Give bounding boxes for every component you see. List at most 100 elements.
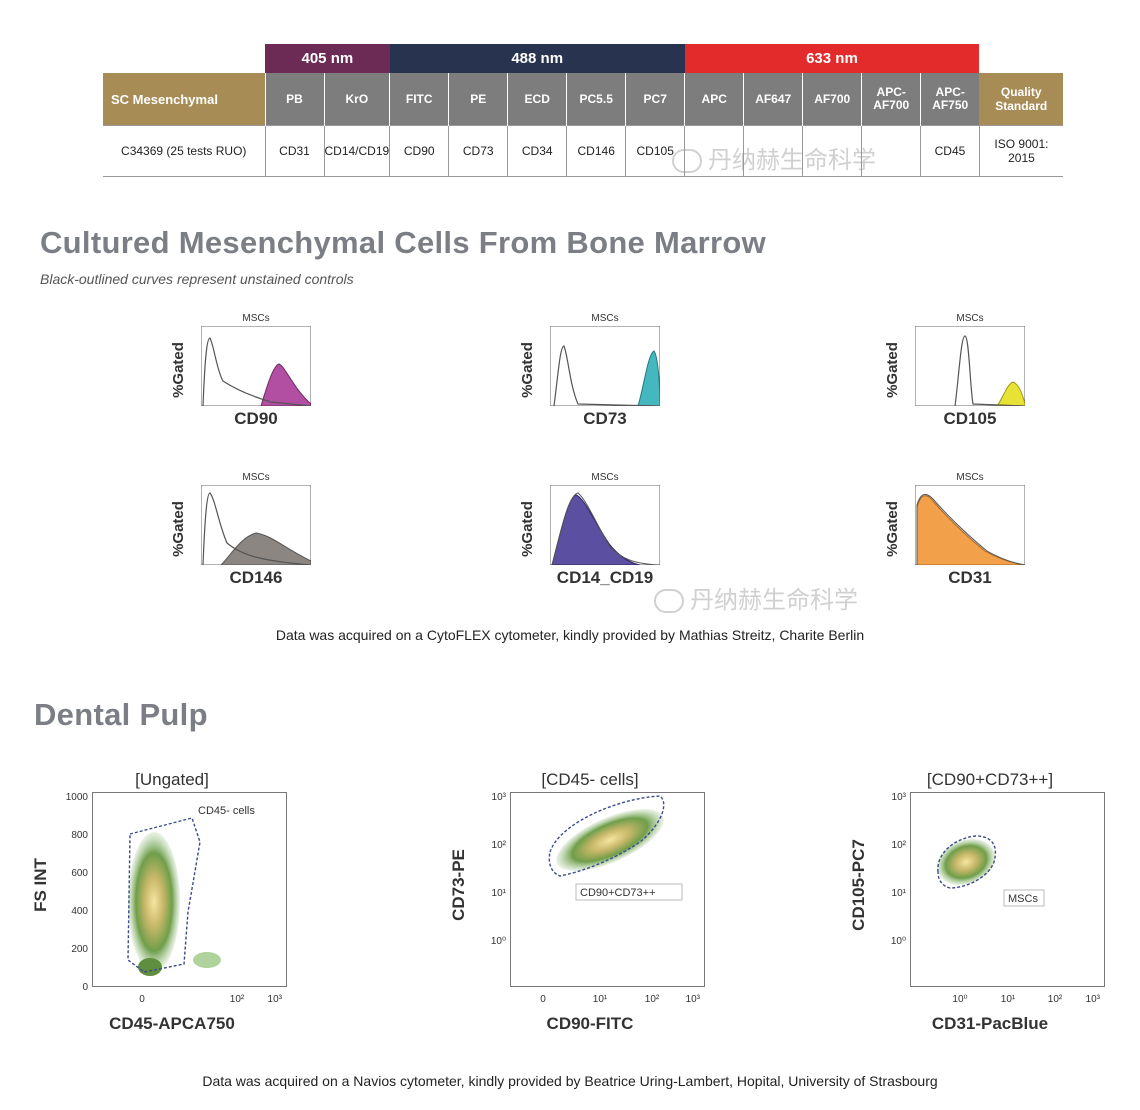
laser-633: 633 nm xyxy=(684,44,980,73)
histogram-cd90: MSCs %Gated CD90 xyxy=(163,313,323,443)
x-axis-label: CD146 xyxy=(229,568,283,587)
svg-text:%Gated: %Gated xyxy=(884,342,901,398)
marker-cell xyxy=(802,125,863,177)
panel-title: MSCs xyxy=(242,472,270,483)
laser-488: 488 nm xyxy=(389,44,685,73)
svg-text:10²: 10² xyxy=(492,840,507,851)
credit-text: Data was acquired on a CytoFLEX cytomete… xyxy=(275,627,865,643)
wechat-icon xyxy=(672,149,702,173)
y-axis-label: %Gated xyxy=(519,342,536,398)
marker-cell xyxy=(861,125,922,177)
histogram-plot xyxy=(201,485,311,565)
svg-text:%Gated: %Gated xyxy=(170,501,187,557)
y-ticks: 10³ 10² 10¹ 10⁰ xyxy=(891,792,907,947)
histogram-cd105: MSCs %Gated CD105 xyxy=(877,313,1037,443)
y-axis-label: CD105-PC7 xyxy=(849,839,868,931)
header-row: SC Mesenchymal PB KrO FITC PE ECD PC5.5 … xyxy=(103,73,1064,126)
svg-text:10²: 10² xyxy=(645,994,660,1005)
x-ticks: 0 10¹ 10² 10³ xyxy=(540,994,701,1005)
histogram-plot xyxy=(550,326,660,406)
x-axis-label: CD73 xyxy=(583,409,627,428)
marker-cell: CD105 xyxy=(625,125,686,177)
y-axis-label: %Gated xyxy=(170,342,187,398)
fluor-header: PC5.5 xyxy=(566,73,626,126)
svg-text:800: 800 xyxy=(71,830,88,841)
fluor-header: APC-AF750 xyxy=(920,73,980,126)
y-axis-label: %Gated xyxy=(519,501,536,557)
marker-cell xyxy=(743,125,804,177)
fluor-header: AF700 xyxy=(802,73,862,126)
histogram-cd73: MSCs %Gated CD73 xyxy=(512,313,672,443)
panel-title: MSCs xyxy=(591,472,619,483)
dot-plot-msc-gate: [CD90+CD73++] CD105-PC7 10³ 10² 10¹ 10⁰ … xyxy=(840,770,1105,1033)
svg-text:CD90+CD73++: CD90+CD73++ xyxy=(580,887,656,899)
svg-text:10³: 10³ xyxy=(1086,994,1101,1005)
panel-table: 405 nm 488 nm 633 nm SC Mesenchymal PB K… xyxy=(103,44,1064,177)
panel-title: MSCs xyxy=(956,313,984,324)
svg-text:%Gated: %Gated xyxy=(170,342,187,398)
svg-text:10³: 10³ xyxy=(686,994,701,1005)
histogram-cd31: MSCs %Gated CD31 xyxy=(877,472,1037,602)
section-title: Cultured Mesenchymal Cells From Bone Mar… xyxy=(40,225,767,260)
marker-cell: CD14/CD19 xyxy=(323,125,391,177)
panel-title: MSCs xyxy=(242,313,270,324)
y-ticks: 1000 800 600 400 200 0 xyxy=(66,792,89,992)
credit-text: Data was acquired on a Navios cytometer,… xyxy=(202,1073,938,1089)
y-axis-label: FS INT xyxy=(31,857,50,911)
dot-plot-ungated: [Ungated] FS INT 1000 800 600 400 200 0 … xyxy=(22,770,287,1033)
marker-cell: CD45 xyxy=(920,125,980,177)
fluor-header: PB xyxy=(264,73,324,126)
svg-text:10¹: 10¹ xyxy=(892,888,907,899)
x-axis-label: CD31-PacBlue xyxy=(931,1014,1049,1033)
panel-title: MSCs xyxy=(591,313,619,324)
scatter-plot: CD90+CD73++ xyxy=(510,792,705,987)
x-ticks: 10⁰ 10¹ 10² 10³ xyxy=(952,994,1101,1005)
svg-text:%Gated: %Gated xyxy=(884,501,901,557)
svg-text:200: 200 xyxy=(71,944,88,955)
scatter-plot: CD45- cells xyxy=(92,792,287,987)
fluor-header: KrO xyxy=(323,73,390,126)
x-axis-label: CD90 xyxy=(234,409,278,428)
marker-cell: CD31 xyxy=(264,125,325,177)
svg-text:10²: 10² xyxy=(230,994,245,1005)
svg-text:CD73-PE: CD73-PE xyxy=(449,849,468,921)
y-axis-label: %Gated xyxy=(884,501,901,557)
fluor-header: AF647 xyxy=(743,73,803,126)
svg-text:CD45- cells: CD45- cells xyxy=(198,805,255,817)
svg-text:MSCs: MSCs xyxy=(1008,893,1038,905)
fluor-header: FITC xyxy=(389,73,449,126)
svg-text:400: 400 xyxy=(71,906,88,917)
histogram-cd14-cd19: MSCs %Gated CD14_CD19 xyxy=(512,472,672,602)
y-axis-label: %Gated xyxy=(170,501,187,557)
svg-text:10²: 10² xyxy=(1048,994,1063,1005)
marker-cell: CD73 xyxy=(448,125,509,177)
histogram-plot xyxy=(550,485,660,565)
fluor-header: APC-AF700 xyxy=(861,73,921,126)
quality-header: Quality Standard xyxy=(979,73,1064,126)
fluor-header: APC xyxy=(684,73,744,126)
x-axis-label: CD45-APCA750 xyxy=(109,1014,235,1033)
y-ticks: 10³ 10² 10¹ 10⁰ xyxy=(491,792,507,947)
svg-text:0: 0 xyxy=(540,994,546,1005)
fluor-header: PC7 xyxy=(625,73,685,126)
svg-text:10³: 10³ xyxy=(892,792,907,803)
svg-text:CD105-PC7: CD105-PC7 xyxy=(849,839,868,931)
svg-text:1000: 1000 xyxy=(66,792,89,803)
svg-text:10³: 10³ xyxy=(268,994,283,1005)
product-name-header: SC Mesenchymal xyxy=(103,73,265,126)
y-axis-label: %Gated xyxy=(884,342,901,398)
scatter-plot: MSCs xyxy=(910,792,1105,987)
y-axis-label: CD73-PE xyxy=(449,849,468,921)
svg-text:0: 0 xyxy=(82,982,88,992)
panel-title: MSCs xyxy=(956,472,984,483)
svg-text:FS INT: FS INT xyxy=(31,857,50,911)
laser-row: 405 nm 488 nm 633 nm xyxy=(103,44,1063,73)
svg-text:10¹: 10¹ xyxy=(1001,994,1016,1005)
watermark: 丹纳赫生命科学 xyxy=(654,580,858,615)
wechat-icon xyxy=(654,589,684,613)
svg-text:10¹: 10¹ xyxy=(593,994,608,1005)
svg-text:10⁰: 10⁰ xyxy=(891,936,906,947)
plot-title: [CD45- cells] xyxy=(541,770,639,789)
x-axis-label: CD105 xyxy=(943,409,997,428)
table-row: C34369 (25 tests RUO) CD31 CD14/CD19 CD9… xyxy=(103,125,1064,177)
